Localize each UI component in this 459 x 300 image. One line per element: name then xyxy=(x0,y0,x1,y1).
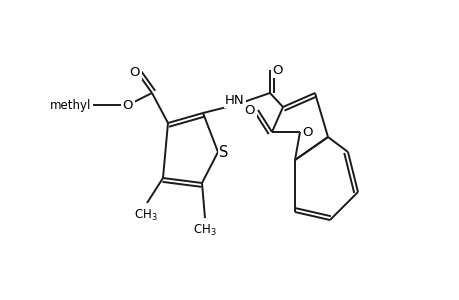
Text: S: S xyxy=(219,145,228,160)
Text: O: O xyxy=(123,98,133,112)
Text: O: O xyxy=(244,103,255,116)
Text: methyl: methyl xyxy=(50,98,91,112)
Text: O: O xyxy=(272,64,283,76)
Text: CH$_3$: CH$_3$ xyxy=(134,208,157,223)
Text: CH$_3$: CH$_3$ xyxy=(193,223,216,238)
Text: HN: HN xyxy=(225,94,244,106)
Text: O: O xyxy=(129,65,140,79)
Text: O: O xyxy=(302,125,313,139)
